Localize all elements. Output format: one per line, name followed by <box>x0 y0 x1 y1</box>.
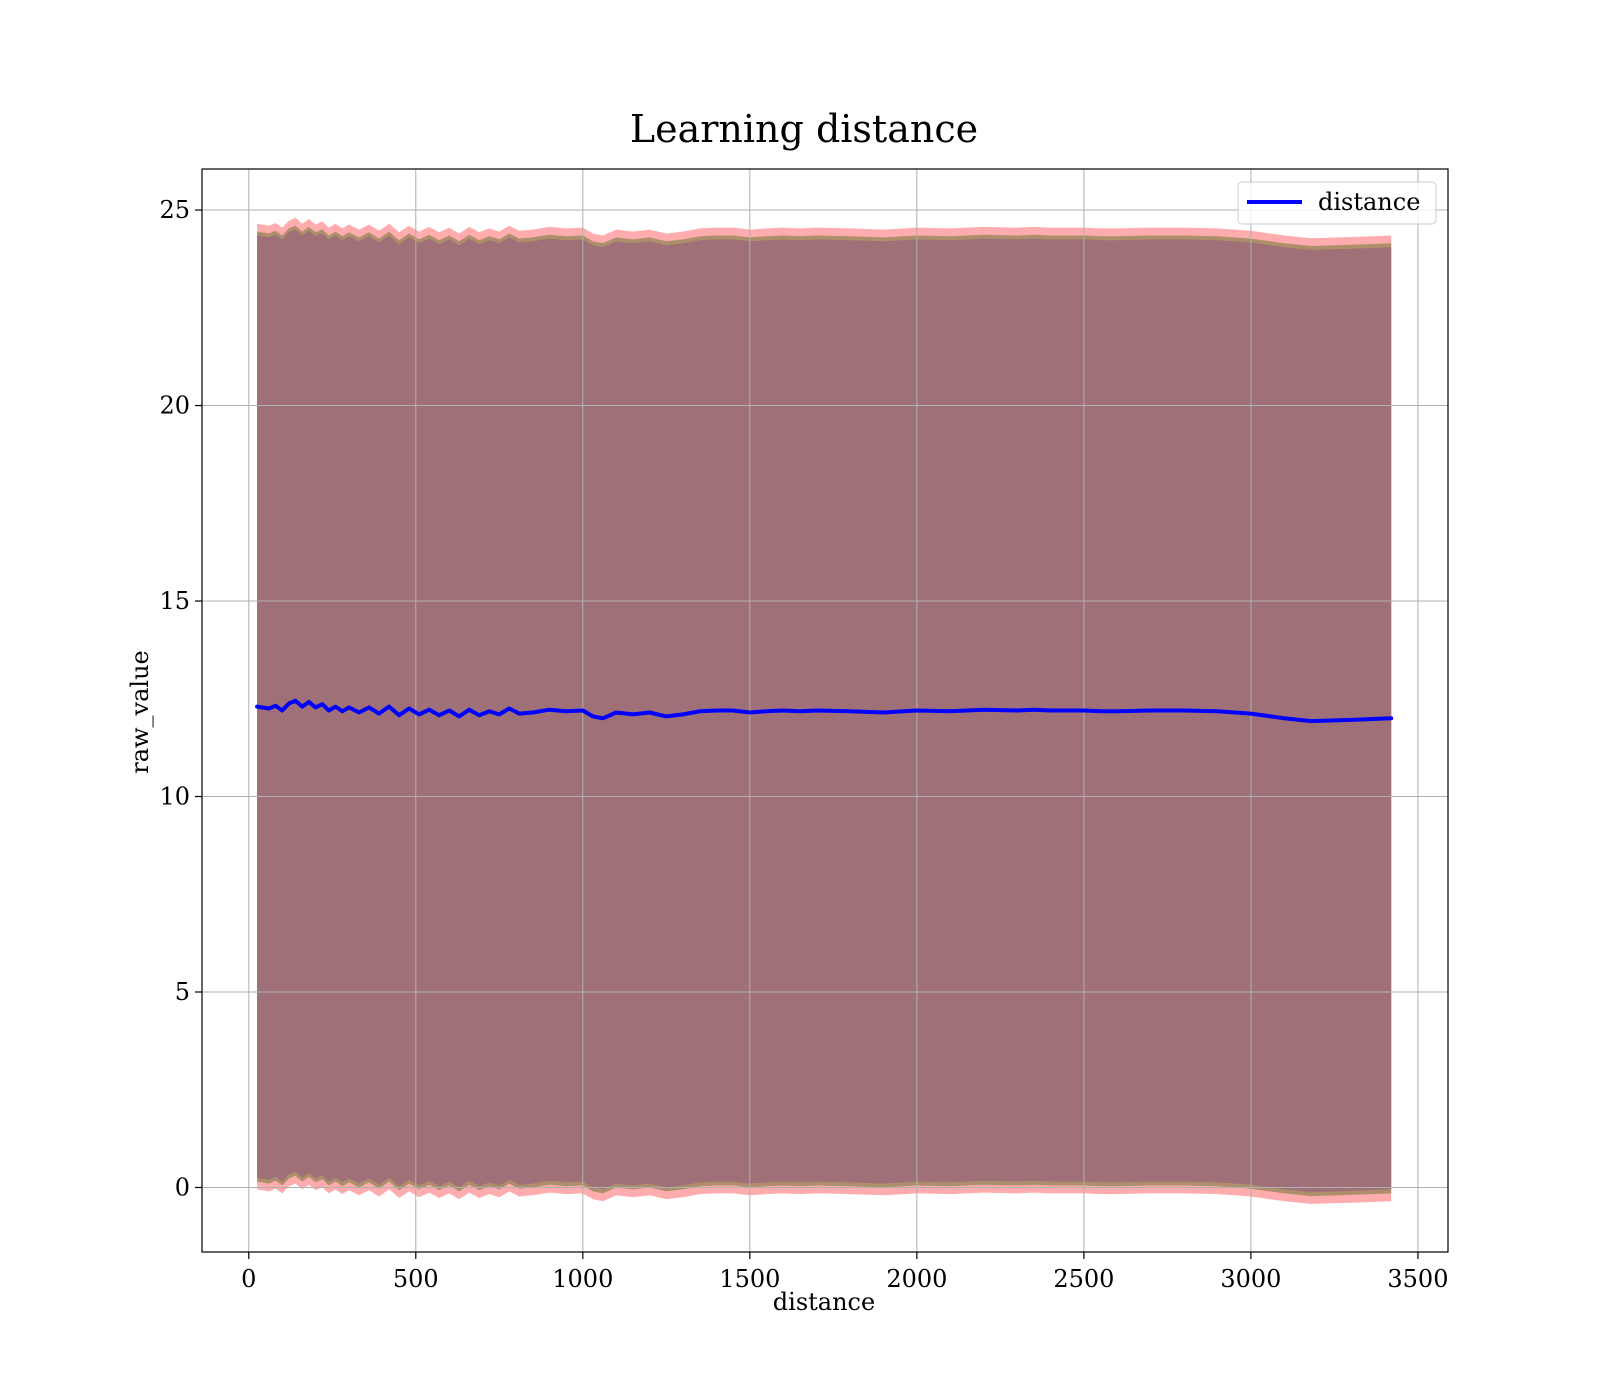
x-tick-label: 500 <box>393 1265 439 1293</box>
chart-title: Learning distance <box>630 107 978 151</box>
y-tick-label: 15 <box>159 587 190 615</box>
x-tick-label: 1500 <box>719 1265 780 1293</box>
x-axis-label: distance <box>773 1288 875 1316</box>
legend: distance <box>1237 181 1437 225</box>
x-tick-label: 0 <box>241 1265 256 1293</box>
legend-frame <box>1237 181 1437 225</box>
y-axis-label: raw_value <box>126 650 154 774</box>
x-tick-label: 1000 <box>552 1265 613 1293</box>
x-tick-label: 3000 <box>1220 1265 1281 1293</box>
series-line-distance <box>255 698 1394 724</box>
y-tick-label: 25 <box>159 196 190 224</box>
series-lines <box>255 698 1394 724</box>
y-axis-ticks: 0 5 10 15 20 25 <box>159 196 202 1201</box>
y-tick-label: 20 <box>159 392 190 420</box>
legend-label-distance: distance <box>1318 188 1420 216</box>
y-tick-label: 0 <box>175 1173 190 1201</box>
x-tick-label: 3500 <box>1387 1265 1448 1293</box>
x-tick-label: 2000 <box>886 1265 947 1293</box>
x-axis-ticks: 0 500 1000 1500 2000 2500 3000 3500 <box>241 1252 1448 1293</box>
y-tick-label: 10 <box>159 783 190 811</box>
x-tick-label: 2500 <box>1053 1265 1114 1293</box>
plot-frame <box>201 168 1449 1253</box>
y-tick-label: 5 <box>175 978 190 1006</box>
